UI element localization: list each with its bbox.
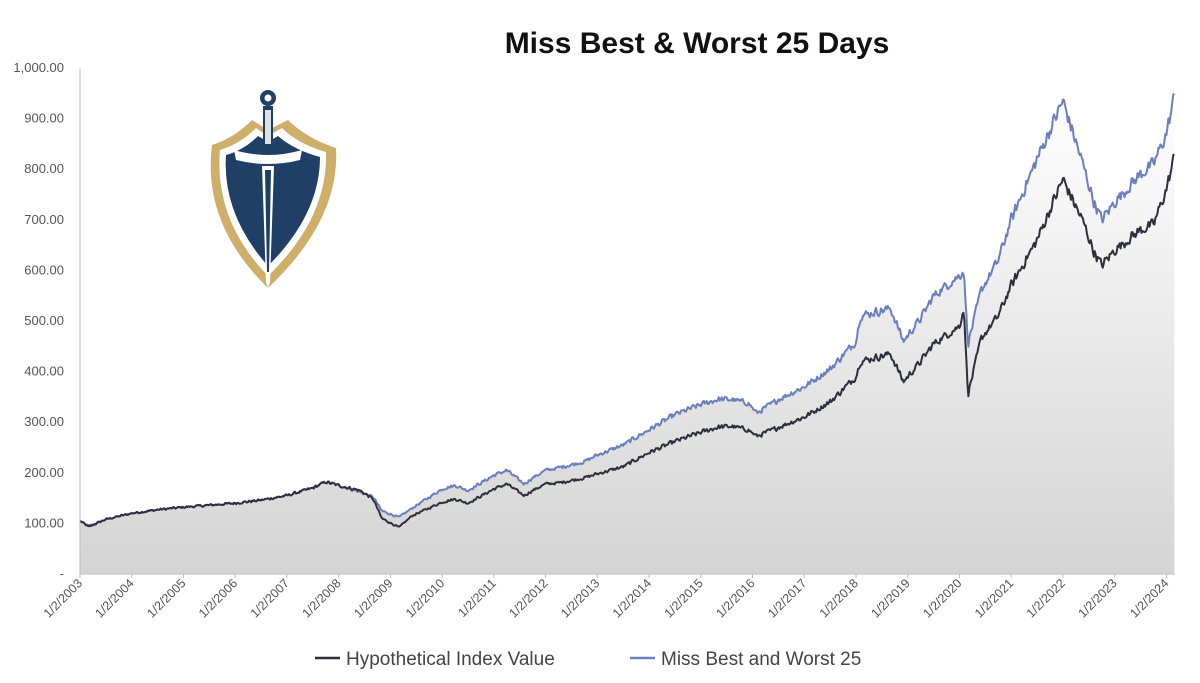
x-tick-label: 1/2/2009 xyxy=(351,576,395,620)
legend-label-miss: Miss Best and Worst 25 xyxy=(661,649,861,670)
x-tick-label: 1/2/2012 xyxy=(506,576,550,620)
area-layer xyxy=(80,93,1175,574)
y-tick-label: 800.00 xyxy=(24,161,64,176)
axis-layer xyxy=(79,68,1175,575)
logo-crossguard xyxy=(234,150,302,164)
y-tick-label: 700.00 xyxy=(24,212,64,227)
legend-item-miss: Miss Best and Worst 25 xyxy=(630,649,861,670)
x-tick-label: 1/2/2013 xyxy=(558,576,602,620)
x-tick-label: 1/2/2010 xyxy=(403,576,447,620)
y-tick-label: 1,000.00 xyxy=(13,60,64,75)
x-tick-label: 1/2/2014 xyxy=(610,576,654,620)
area-fill xyxy=(80,93,1175,574)
x-axis-ticks: 1/2/2003 1/2/2004 1/2/2005 1/2/2006 1/2/2007… xyxy=(41,574,1172,621)
y-tick-label: 500.00 xyxy=(24,313,64,328)
y-tick-label: 600.00 xyxy=(24,262,64,277)
x-tick-label: 1/2/2023 xyxy=(1075,576,1119,620)
x-tick-label: 1/2/2017 xyxy=(765,576,809,620)
y-tick-label: 400.00 xyxy=(24,364,64,379)
shield-sword-logo xyxy=(168,86,372,290)
x-tick-label: 1/2/2024 xyxy=(1127,576,1171,620)
legend-label-hypothetical: Hypothetical Index Value xyxy=(346,649,555,670)
y-axis-ticks: - 100.00 200.00 300.00 400.00 500.00 600.00 700… xyxy=(13,60,64,581)
y-tick-label: - xyxy=(60,566,64,581)
line-layer xyxy=(79,92,1175,528)
logo-shield-body xyxy=(225,136,320,266)
x-tick-label: 1/2/2019 xyxy=(869,576,913,620)
x-tick-label: 1/2/2007 xyxy=(248,576,292,620)
x-tick-label: 1/2/2004 xyxy=(93,576,137,620)
legend-item-hypothetical: Hypothetical Index Value xyxy=(315,649,555,670)
y-tick-label: 100.00 xyxy=(24,515,64,530)
y-tick-label: 900.00 xyxy=(24,111,64,126)
chart-title: Miss Best & Worst 25 Days xyxy=(505,27,890,60)
legend: Hypothetical Index Value Miss Best and W… xyxy=(315,649,861,670)
y-tick-label: 300.00 xyxy=(24,414,64,429)
x-tick-label: 1/2/2011 xyxy=(455,576,499,620)
x-tick-label: 1/2/2018 xyxy=(817,576,861,620)
x-tick-label: 1/2/2005 xyxy=(144,576,188,620)
x-tick-label: 1/2/2022 xyxy=(1024,576,1068,620)
x-tick-label: 1/2/2021 xyxy=(972,576,1016,620)
x-tick-label: 1/2/2003 xyxy=(41,576,85,620)
x-tick-label: 1/2/2016 xyxy=(713,576,757,620)
x-tick-label: 1/2/2020 xyxy=(920,576,964,620)
y-tick-label: 200.00 xyxy=(24,465,64,480)
series-line-hypothetical-index-value xyxy=(79,153,1175,528)
x-tick-label: 1/2/2008 xyxy=(299,576,343,620)
x-tick-label: 1/2/2006 xyxy=(196,576,240,620)
x-tick-label: 1/2/2015 xyxy=(662,576,706,620)
